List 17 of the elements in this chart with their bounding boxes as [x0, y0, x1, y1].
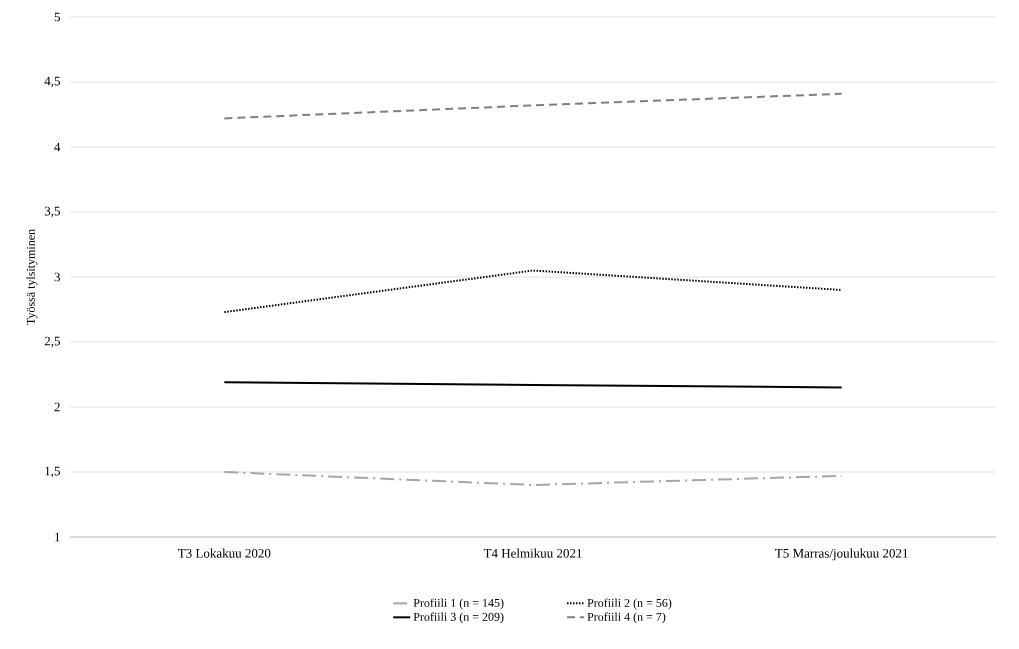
y-axis-title: Työssä tylsityminen — [26, 229, 38, 325]
y-tick-label: 4 — [54, 142, 61, 152]
y-tick-label: 3,5 — [44, 206, 60, 218]
y-tick-label: 2 — [54, 402, 60, 412]
legend-label: Profiili 4 (n = 7) — [587, 612, 666, 624]
y-tick-label: 1 — [55, 532, 60, 542]
legend-label: Profiili 2 (n = 56) — [587, 598, 672, 610]
y-tick-label: 4,5 — [44, 76, 60, 88]
x-tick-label: T5 Marras/joulukuu 2021 — [775, 548, 908, 561]
y-tick-label: 5 — [54, 12, 60, 22]
x-tick-label: T3 Lokakuu 2020 — [178, 548, 271, 558]
legend-label: Profiili 1 (n = 145) — [413, 598, 504, 610]
x-tick-label: T4 Helmikuu 2021 — [483, 548, 582, 558]
y-tick-label: 3 — [54, 272, 60, 282]
y-tick-label: 1,5 — [45, 466, 60, 478]
legend-label: Profiili 3 (n = 209) — [413, 612, 504, 624]
y-tick-label: 2,5 — [44, 336, 60, 348]
